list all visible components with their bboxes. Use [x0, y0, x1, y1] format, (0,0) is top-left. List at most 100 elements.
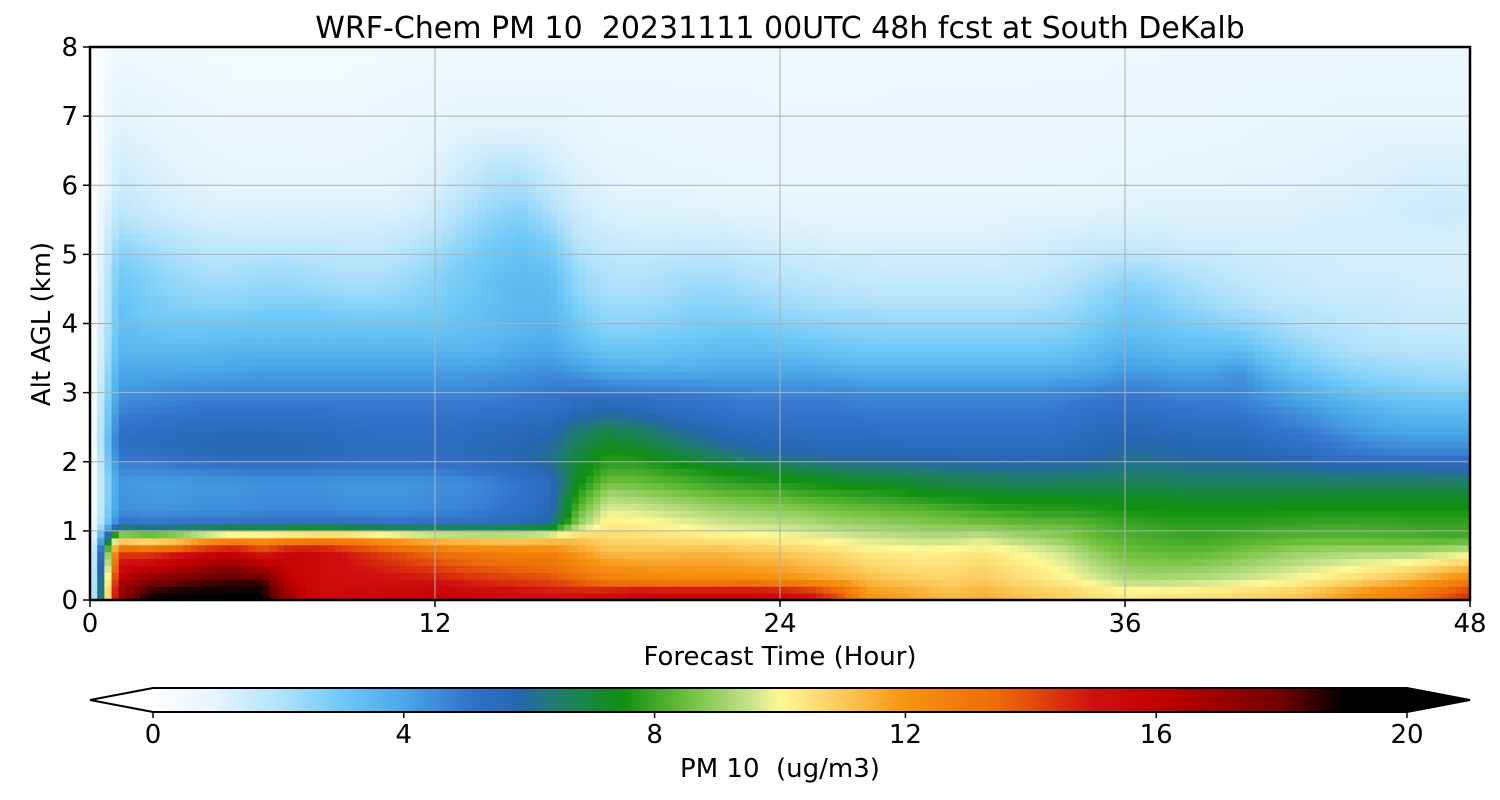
- heatmap-cell: [190, 323, 199, 332]
- heatmap-cell: [456, 316, 465, 325]
- heatmap-cell: [190, 143, 199, 152]
- heatmap-cell: [370, 102, 379, 110]
- heatmap-cell: [485, 530, 494, 539]
- heatmap-cell: [125, 489, 134, 497]
- heatmap-cell: [298, 544, 307, 553]
- heatmap-cell: [449, 143, 458, 152]
- heatmap-cell: [377, 67, 386, 76]
- heatmap-cell: [348, 371, 357, 380]
- heatmap-cell: [463, 461, 472, 470]
- heatmap-cell: [154, 102, 163, 110]
- heatmap-cell: [406, 523, 415, 532]
- heatmap-cell: [327, 351, 335, 359]
- heatmap-cell: [104, 406, 113, 414]
- heatmap-cell: [255, 288, 264, 297]
- heatmap-cell: [190, 337, 199, 345]
- heatmap-cell: [197, 116, 206, 124]
- heatmap-cell: [269, 261, 278, 269]
- heatmap-cell: [147, 503, 156, 511]
- heatmap-cell: [377, 178, 386, 186]
- heatmap-cell: [255, 323, 264, 332]
- heatmap-cell: [514, 572, 522, 580]
- heatmap-cell: [147, 302, 156, 311]
- heatmap-cell: [370, 282, 379, 290]
- heatmap-cell: [355, 420, 364, 428]
- heatmap-cell: [284, 74, 292, 83]
- heatmap-cell: [169, 385, 177, 394]
- heatmap-cell: [348, 337, 357, 345]
- heatmap-cell: [140, 351, 149, 359]
- heatmap-cell: [377, 47, 386, 55]
- heatmap-cell: [470, 551, 479, 560]
- heatmap-cell: [363, 392, 371, 401]
- heatmap-cell: [413, 74, 422, 83]
- heatmap-cell: [248, 129, 256, 138]
- heatmap-cell: [413, 523, 422, 532]
- heatmap-cell: [320, 468, 328, 477]
- heatmap-cell: [420, 81, 429, 90]
- heatmap-cell: [363, 351, 371, 359]
- heatmap-cell: [384, 565, 393, 573]
- heatmap-cell: [176, 123, 185, 131]
- heatmap-cell: [399, 60, 407, 69]
- heatmap-cell: [255, 434, 264, 442]
- heatmap-cell: [305, 205, 314, 214]
- heatmap-cell: [205, 523, 213, 532]
- heatmap-cell: [492, 47, 501, 55]
- heatmap-cell: [161, 136, 170, 145]
- heatmap-cell: [442, 330, 450, 338]
- heatmap-cell: [176, 489, 185, 497]
- heatmap-cell: [305, 178, 314, 186]
- heatmap-cell: [327, 205, 335, 214]
- heatmap-cell: [240, 503, 249, 511]
- heatmap-cell: [104, 74, 113, 83]
- heatmap-cell: [111, 434, 120, 442]
- heatmap-cell: [413, 192, 422, 200]
- heatmap-cell: [147, 344, 156, 352]
- heatmap-cell: [391, 240, 400, 249]
- heatmap-cell: [255, 572, 264, 580]
- heatmap-cell: [456, 282, 465, 290]
- heatmap-cell: [226, 330, 235, 338]
- heatmap-cell: [255, 240, 264, 249]
- heatmap-cell: [233, 503, 242, 511]
- heatmap-cell: [298, 164, 307, 173]
- heatmap-cell: [514, 371, 522, 380]
- heatmap-cell: [355, 537, 364, 546]
- heatmap-cell: [470, 199, 479, 207]
- heatmap-cell: [449, 323, 458, 332]
- heatmap-cell: [492, 143, 501, 152]
- heatmap-cell: [169, 489, 177, 497]
- heatmap-cell: [233, 226, 242, 235]
- heatmap-cell: [219, 364, 228, 373]
- heatmap-cell: [499, 226, 508, 235]
- heatmap-cell: [169, 447, 177, 456]
- heatmap-cell: [334, 288, 343, 297]
- heatmap-cell: [262, 53, 271, 62]
- heatmap-cell: [506, 316, 515, 325]
- heatmap-cell: [140, 537, 149, 546]
- heatmap-cell: [240, 344, 249, 352]
- heatmap-cell: [413, 364, 422, 373]
- heatmap-cell: [212, 95, 220, 103]
- heatmap-cell: [312, 427, 321, 435]
- heatmap-cell: [176, 268, 185, 276]
- heatmap-cell: [334, 496, 343, 504]
- heatmap-cell: [320, 143, 328, 152]
- heatmap-cell: [334, 74, 343, 83]
- heatmap-cell: [169, 378, 177, 387]
- heatmap-cell: [97, 136, 105, 145]
- heatmap-cell: [104, 537, 113, 546]
- heatmap-cell: [355, 240, 364, 249]
- heatmap-cell: [341, 489, 350, 497]
- heatmap-cell: [449, 67, 458, 76]
- heatmap-cell: [456, 337, 465, 345]
- heatmap-cell: [442, 413, 450, 421]
- heatmap-cell: [413, 109, 422, 117]
- heatmap-cell: [176, 337, 185, 345]
- heatmap-cell: [413, 178, 422, 186]
- heatmap-cell: [305, 337, 314, 345]
- heatmap-cell: [240, 95, 249, 103]
- heatmap-cell: [212, 344, 220, 352]
- heatmap-cell: [190, 282, 199, 290]
